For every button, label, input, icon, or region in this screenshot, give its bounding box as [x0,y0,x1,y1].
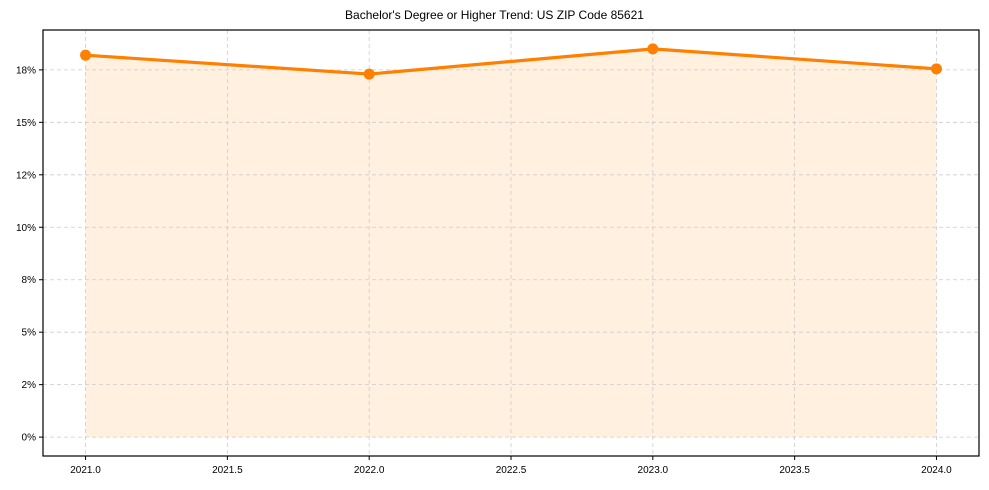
x-tick-label: 2021.5 [212,465,243,476]
x-tick-label: 2024.0 [921,465,952,476]
data-line [85,47,937,76]
data-point-marker [80,49,92,61]
data-point-marker [647,43,659,55]
x-tick-label: 2022.5 [496,465,527,476]
y-tick-label: 5% [22,328,37,339]
data-point-marker [363,68,375,80]
x-tick-label: 2023.0 [638,465,669,476]
y-tick-label: 0% [22,433,37,444]
y-tick-label: 15% [16,118,36,129]
y-tick-label: 12% [16,170,36,181]
x-tick-label: 2022.0 [354,465,385,476]
chart-title: Bachelor's Degree or Higher Trend: US ZI… [345,8,644,22]
y-tick-label: 10% [16,223,36,234]
y-tick-label: 18% [16,65,36,76]
y-tick-label: 2% [22,380,37,391]
y-tick-label: 8% [22,275,37,286]
data-point-marker [930,63,942,75]
x-tick-label: 2023.5 [779,465,810,476]
x-tick-label: 2021.0 [70,465,101,476]
